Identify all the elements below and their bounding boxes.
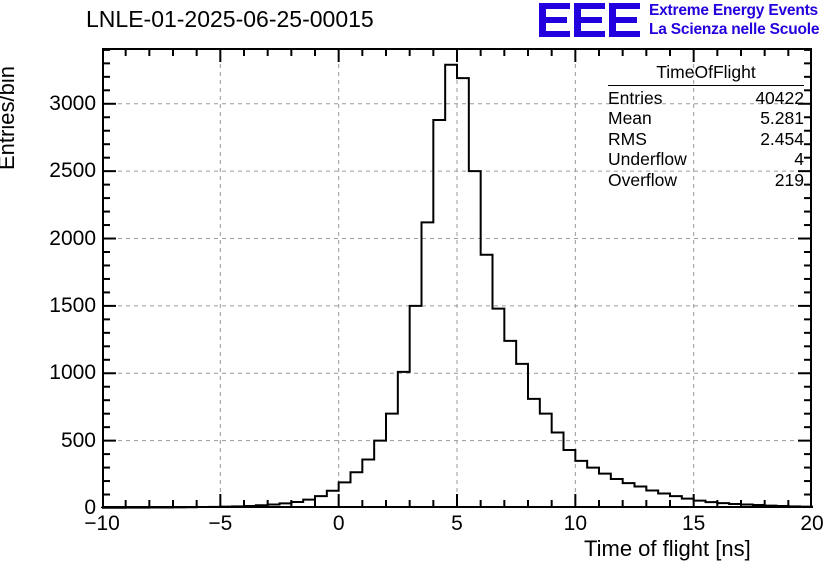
y-tick-label: 2500 bbox=[49, 159, 96, 183]
y-tick-label: 1000 bbox=[49, 361, 96, 385]
stats-value: 40422 bbox=[755, 87, 804, 108]
eee-logo: Extreme Energy Events La Scienza nelle S… bbox=[539, 2, 835, 42]
stats-title: TimeOfFlight bbox=[656, 62, 756, 82]
eee-logo-text: Extreme Energy Events La Scienza nelle S… bbox=[649, 2, 819, 39]
stats-key: Mean bbox=[608, 108, 652, 128]
stats-row: RMS 2.454 bbox=[608, 129, 804, 150]
eee-logo-line1: Extreme Energy Events bbox=[649, 2, 818, 19]
x-tick-label: −10 bbox=[84, 512, 120, 535]
y-tick-label: 2000 bbox=[49, 226, 96, 250]
axis-tick-marks bbox=[102, 48, 812, 508]
y-tick-label: 500 bbox=[60, 428, 96, 452]
x-tick-label: 5 bbox=[451, 512, 463, 535]
stats-key: Overflow bbox=[608, 169, 678, 190]
stats-value: 4 bbox=[794, 149, 804, 169]
stats-value: 2.454 bbox=[760, 128, 804, 149]
stats-value: 5.281 bbox=[760, 108, 804, 128]
y-tick-label: 1500 bbox=[49, 293, 96, 317]
stats-row: Mean 5.281 bbox=[608, 108, 804, 129]
grid-lines bbox=[102, 48, 812, 508]
stats-key: Entries bbox=[608, 87, 663, 108]
x-axis-label: Time of flight [ns] bbox=[584, 536, 751, 561]
y-tick-label: 3000 bbox=[49, 91, 96, 115]
stats-row: Overflow 219 bbox=[608, 170, 804, 191]
x-tick-label: 0 bbox=[332, 512, 345, 535]
x-axis-ticks: −10 −5 0 5 10 15 20 bbox=[84, 512, 823, 542]
x-tick-label: −5 bbox=[208, 512, 233, 535]
eee-logo-line2: La Scienza nelle Scuole bbox=[649, 20, 820, 38]
page-title: LNLE-01-2025-06-25-00015 bbox=[86, 6, 374, 32]
stats-row: Underflow 4 bbox=[608, 149, 804, 170]
stats-row: Entries 40422 bbox=[608, 88, 804, 109]
x-tick-label: 20 bbox=[800, 512, 824, 535]
x-tick-label: 10 bbox=[563, 512, 588, 535]
eee-logo-mark bbox=[539, 3, 640, 37]
stats-value: 219 bbox=[774, 169, 804, 190]
stats-box: TimeOfFlight Entries 40422 Mean 5.281 RMS 2.4… bbox=[608, 62, 804, 190]
y-tick-label: 0 bbox=[84, 496, 96, 519]
stats-rule bbox=[608, 84, 804, 86]
y-axis-ticks: 0 500 1000 1500 2000 2500 3000 bbox=[0, 48, 96, 519]
stats-key: Underflow bbox=[608, 149, 687, 169]
stats-key: RMS bbox=[608, 128, 647, 149]
stats-rows: Entries 40422 Mean 5.281 RMS 2.454 Underflow 4 O… bbox=[608, 88, 804, 191]
x-tick-label: 15 bbox=[681, 512, 706, 535]
